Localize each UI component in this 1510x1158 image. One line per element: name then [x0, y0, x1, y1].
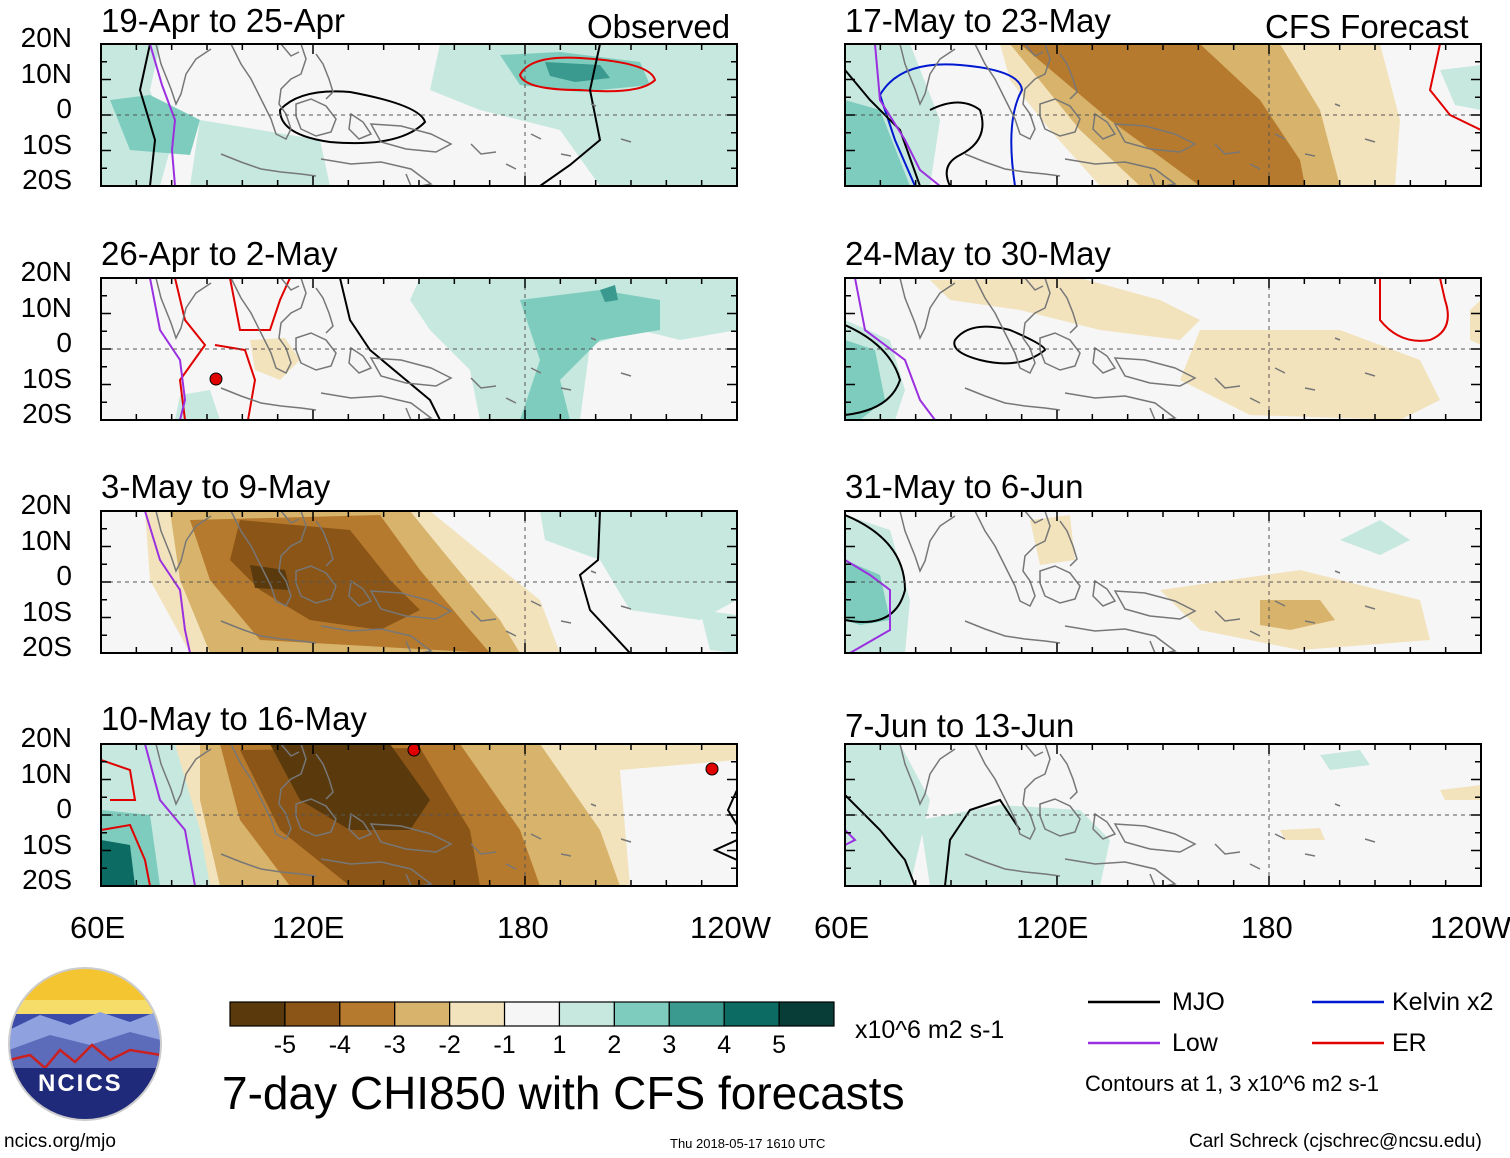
lat-label: 0 — [56, 93, 72, 124]
footer-url[interactable]: ncics.org/mjo — [4, 1131, 116, 1152]
logo-text: NCICS — [38, 1070, 123, 1097]
cfs-forecast-label: CFS Forecast — [1265, 8, 1469, 45]
panel-l3-map — [101, 511, 737, 653]
panel-r1-map — [845, 44, 1481, 186]
panel-r3-map — [845, 511, 1481, 653]
panel-l1-map — [101, 44, 737, 186]
colorbar-tick-label: 2 — [607, 1031, 622, 1059]
panel-r2-title: 24-May to 30-May — [845, 235, 1111, 272]
colorbar-tick-label: -2 — [438, 1031, 461, 1059]
lat-label: 20S — [22, 164, 72, 195]
lat-label: 0 — [56, 560, 72, 591]
colorbar-tick-label: -1 — [493, 1031, 516, 1059]
colorbar-swatch — [229, 1001, 286, 1027]
legend-kelvin-label: Kelvin x2 — [1392, 988, 1494, 1016]
colorbar-swatch — [778, 1001, 835, 1027]
lat-label: 20N — [20, 22, 72, 53]
observed-label: Observed — [587, 8, 731, 45]
main-title: 7-day CHI850 with CFS forecasts — [222, 1067, 905, 1119]
lon-120e-left: 120E — [272, 910, 345, 945]
lon-120w-right: 120W — [1430, 910, 1510, 945]
colorbar-tick-label: 5 — [772, 1031, 787, 1059]
colorbar-units: x10^6 m2 s-1 — [855, 1016, 1005, 1044]
colorbar-swatch — [613, 1001, 670, 1027]
panel-r1-title: 17-May to 23-May — [845, 2, 1111, 39]
colorbar-tick-label: 1 — [552, 1031, 567, 1059]
legend-contour-note: Contours at 1, 3 x10^6 m2 s-1 — [1085, 1071, 1380, 1096]
colorbar-swatch — [449, 1001, 506, 1027]
panel-l4-map — [101, 744, 737, 886]
lat-label: 20S — [22, 864, 72, 895]
legend-er-label: ER — [1392, 1029, 1427, 1057]
lat-label: 20N — [20, 256, 72, 287]
lat-label: 10N — [20, 292, 72, 323]
panel-l2-map — [101, 278, 737, 420]
lat-label: 10N — [20, 58, 72, 89]
colorbar-tick-label: 3 — [662, 1031, 677, 1059]
lon-60e-left: 60E — [70, 910, 126, 945]
lat-label: 10N — [20, 525, 72, 556]
lat-label: 20N — [20, 722, 72, 753]
colorbar-tick-label: -4 — [328, 1031, 351, 1059]
panel-r4-map — [845, 744, 1481, 886]
lat-label: 20N — [20, 489, 72, 520]
colorbar-swatch — [394, 1001, 451, 1027]
lon-60e-right: 60E — [814, 910, 870, 945]
colorbar-swatch — [284, 1001, 341, 1027]
lat-label: 10N — [20, 758, 72, 789]
lon-120e-right: 120E — [1016, 910, 1089, 945]
lat-label: 0 — [56, 793, 72, 824]
colorbar-swatch — [558, 1001, 615, 1027]
colorbar-tick-label: 4 — [717, 1031, 732, 1059]
lat-label: 10S — [22, 829, 72, 860]
colorbar-tick-label: -5 — [273, 1031, 297, 1059]
colorbar-swatch — [723, 1001, 780, 1027]
panel-r3-title: 31-May to 6-Jun — [845, 468, 1084, 505]
lat-label: 20S — [22, 631, 72, 662]
lat-label: 0 — [56, 327, 72, 358]
colorbar-swatch — [503, 1001, 561, 1027]
panel-l2-title: 26-Apr to 2-May — [101, 235, 338, 272]
colorbar — [229, 1001, 835, 1027]
panel-l1-title: 19-Apr to 25-Apr — [101, 2, 345, 39]
panel-r4-title: 7-Jun to 13-Jun — [845, 707, 1075, 744]
lon-180-right: 180 — [1241, 910, 1293, 945]
colorbar-swatch — [339, 1001, 396, 1027]
lat-label: 20S — [22, 398, 72, 429]
legend-low-label: Low — [1172, 1029, 1218, 1057]
lon-180-left: 180 — [497, 910, 549, 945]
lat-label: 10S — [22, 596, 72, 627]
colorbar-swatch — [668, 1001, 725, 1027]
panel-l3-title: 3-May to 9-May — [101, 468, 331, 505]
lat-label: 10S — [22, 363, 72, 394]
footer-credit: Carl Schreck (cjschrec@ncsu.edu) — [1189, 1131, 1482, 1152]
panel-r2-map — [845, 278, 1481, 420]
legend-mjo-label: MJO — [1172, 988, 1225, 1016]
panel-l4-title: 10-May to 16-May — [101, 700, 367, 737]
colorbar-tick-label: -3 — [383, 1031, 406, 1059]
lat-label: 10S — [22, 129, 72, 160]
footer-timestamp: Thu 2018-05-17 1610 UTC — [670, 1136, 826, 1151]
lon-120w-left: 120W — [690, 910, 771, 945]
